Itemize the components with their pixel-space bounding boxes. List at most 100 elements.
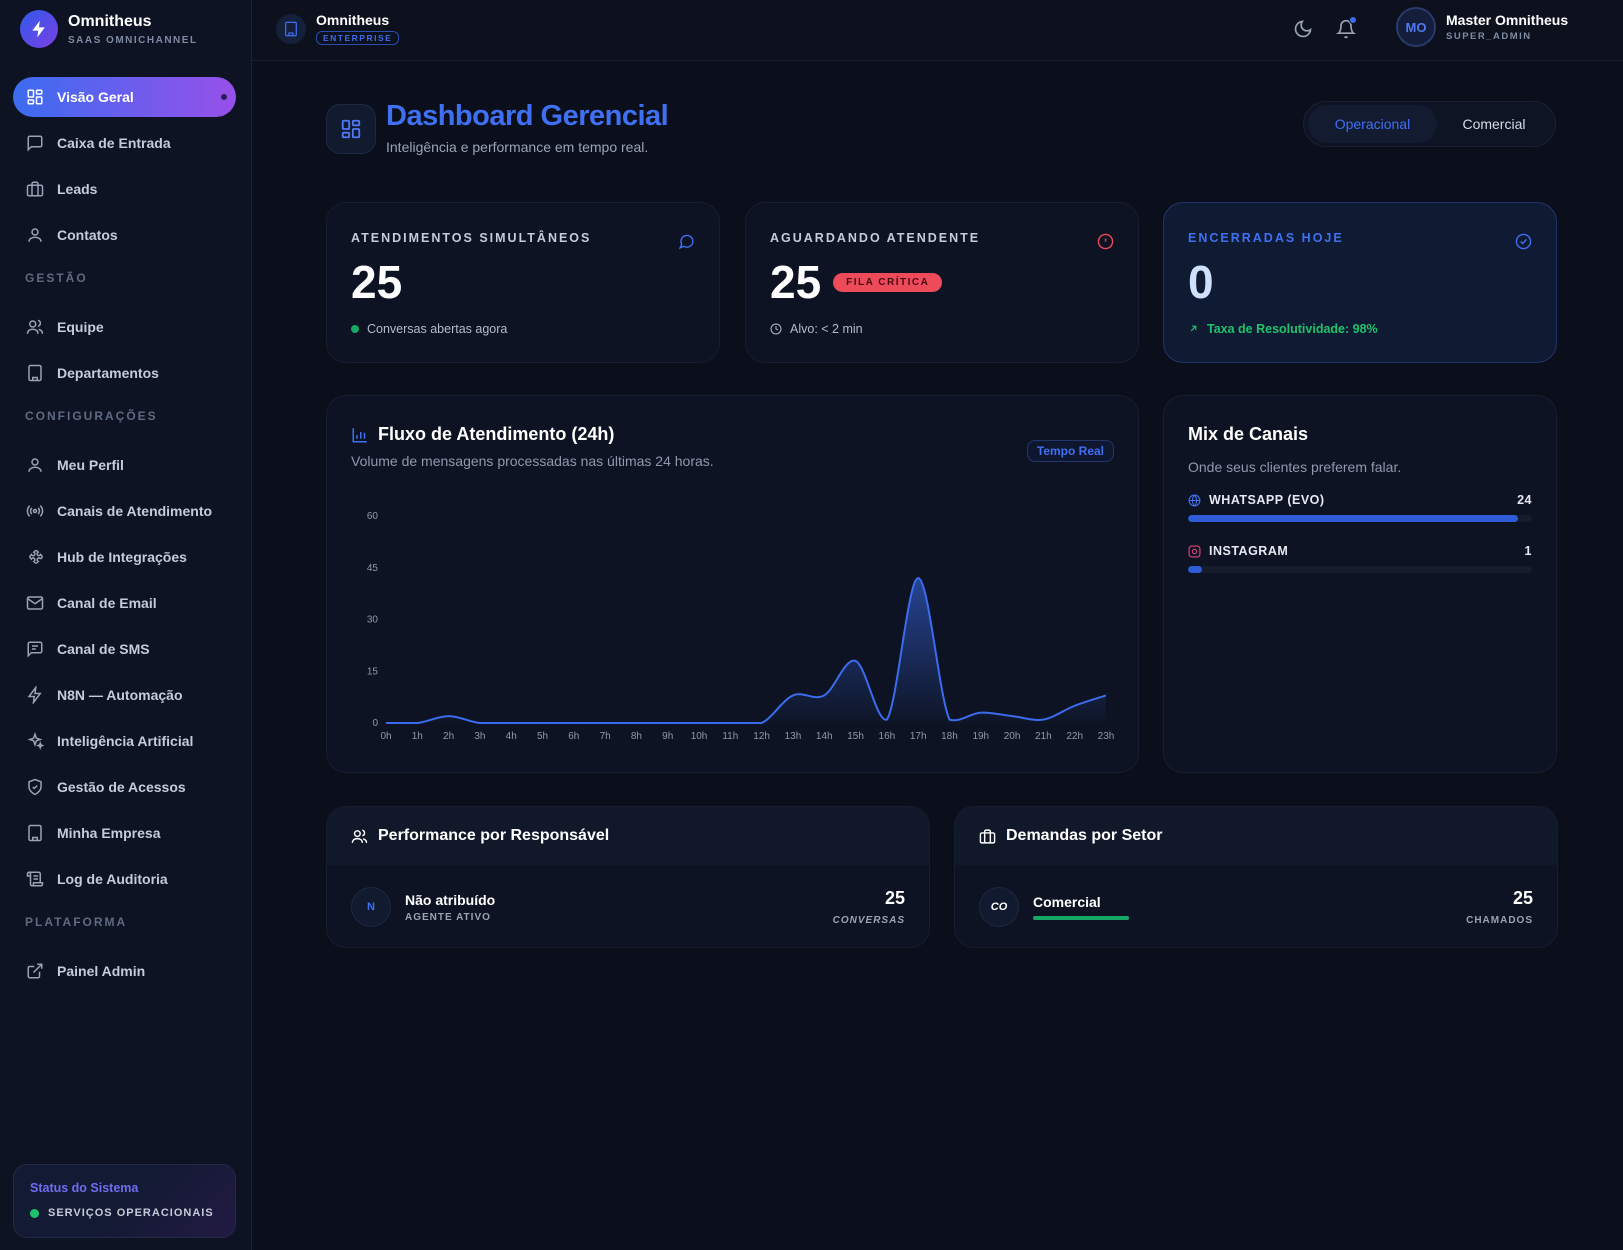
sidebar-item-label: N8N — Automação (57, 687, 183, 703)
user-menu[interactable]: MO Master Omnitheus SUPER_ADMIN (1396, 7, 1568, 47)
sidebar-item-label: Gestão de Acessos (57, 779, 186, 795)
count-unit: CHAMADOS (1466, 915, 1533, 926)
top-bar: Omnitheus ENTERPRISE MO Master Omnitheus… (252, 0, 1623, 61)
x-tick-label: 10h (691, 731, 708, 742)
user-icon (26, 456, 44, 474)
sidebar-item-contatos[interactable]: Contatos (13, 215, 236, 255)
demands-card: Demandas por Setor CO Comercial 25 CHAMA… (954, 806, 1558, 948)
sidebar-item-meu-perfil[interactable]: Meu Perfil (13, 445, 236, 485)
avatar: N (351, 887, 391, 927)
sidebar-item-hub-de-integracoes[interactable]: Hub de Integrações (13, 537, 236, 577)
count-unit: CONVERSAS (832, 915, 905, 926)
system-status-title: Status do Sistema (30, 1181, 139, 1195)
sidebar-item-canal-de-email[interactable]: Canal de Email (13, 583, 236, 623)
tab-comercial[interactable]: Comercial (1462, 116, 1526, 132)
sidebar-item-label: Hub de Integrações (57, 549, 187, 565)
sidebar-item-canais-de-atendimento[interactable]: Canais de Atendimento (13, 491, 236, 531)
org-switcher[interactable]: Omnitheus ENTERPRISE (276, 12, 400, 46)
brand-title: Omnitheus (68, 12, 152, 30)
table-row[interactable]: CO Comercial 25 CHAMADOS (955, 865, 1557, 947)
instagram-icon (1188, 545, 1201, 558)
sidebar-item-painel-admin[interactable]: Painel Admin (13, 951, 236, 991)
sidebar-item-leads[interactable]: Leads (13, 169, 236, 209)
sidebar-item-inteligencia-artificial[interactable]: Inteligência Artificial (13, 721, 236, 761)
sidebar-item-label: Minha Empresa (57, 825, 161, 841)
status-online-dot (30, 1208, 39, 1218)
building-icon (26, 364, 44, 382)
series-line (385, 577, 1107, 724)
y-tick-label: 0 (372, 718, 378, 729)
performance-card: Performance por Responsável N Não atribu… (326, 806, 930, 948)
sidebar-item-n8n-automacao[interactable]: N8N — Automação (13, 675, 236, 715)
system-status-card: Status do Sistema SERVIÇOS OPERACIONAIS (13, 1164, 236, 1238)
brand[interactable]: Omnitheus SAAS OMNICHANNEL (20, 10, 198, 48)
channel-count: 1 (1524, 544, 1532, 558)
user-name: Master Omnitheus (1446, 12, 1569, 28)
sidebar-item-departamentos[interactable]: Departamentos (13, 353, 236, 393)
dashboard-icon (326, 104, 376, 154)
sidebar-item-canal-de-sms[interactable]: Canal de SMS (13, 629, 236, 669)
puzzle-icon (26, 548, 44, 566)
channel-bar (1188, 566, 1532, 573)
kpi-footnote: Alvo: < 2 min (790, 321, 863, 336)
building-icon (26, 824, 44, 842)
x-tick-label: 3h (474, 731, 485, 742)
x-tick-label: 20h (1004, 731, 1021, 742)
sidebar-item-log-de-auditoria[interactable]: Log de Auditoria (13, 859, 236, 899)
sparkles-icon (26, 732, 44, 750)
mail-icon (26, 594, 44, 612)
sidebar-item-label: Caixa de Entrada (57, 135, 171, 151)
scroll-icon (26, 870, 44, 888)
nav-section-configuracoes: CONFIGURAÇÕES (25, 409, 158, 423)
x-tick-label: 8h (631, 731, 642, 742)
kpi-card-encerradas: ENCERRADAS HOJE 0 Taxa de Resolutividade… (1163, 202, 1557, 363)
sms-icon (26, 640, 44, 658)
sidebar-item-caixa-de-entrada[interactable]: Caixa de Entrada (13, 123, 236, 163)
x-tick-label: 6h (568, 731, 579, 742)
critical-queue-badge: FILA CRÍTICA (833, 272, 943, 292)
x-tick-label: 0h (380, 731, 391, 742)
tab-operacional[interactable]: Operacional (1308, 105, 1437, 143)
moon-icon[interactable] (1293, 19, 1313, 39)
sidebar-item-label: Canal de Email (57, 595, 157, 611)
bell-icon[interactable] (1336, 16, 1357, 39)
mix-subtitle: Onde seus clientes preferem falar. (1188, 459, 1402, 475)
table-row[interactable]: N Não atribuído AGENTE ATIVO 25 CONVERSA… (327, 865, 929, 947)
y-tick-label: 30 (367, 615, 379, 626)
x-tick-label: 23h (1098, 731, 1115, 742)
conversation-count: 25 (884, 888, 905, 908)
chart-subtitle: Volume de mensagens processadas nas últi… (351, 453, 714, 469)
nav-section-gestao: GESTÃO (25, 271, 88, 285)
x-tick-label: 12h (753, 731, 770, 742)
sector-bar-fill (1033, 916, 1129, 920)
sidebar-item-label: Contatos (57, 227, 118, 243)
sidebar-item-minha-empresa[interactable]: Minha Empresa (13, 813, 236, 853)
channel-bar (1188, 515, 1532, 522)
sector-badge: CO (979, 887, 1019, 927)
sidebar-item-label: Equipe (57, 319, 104, 335)
channel-row-whatsapp: WHATSAPP (EVO) 24 (1188, 493, 1532, 522)
sidebar-item-gestao-de-acessos[interactable]: Gestão de Acessos (13, 767, 236, 807)
sidebar-item-visao-geral[interactable]: Visão Geral (13, 77, 236, 117)
brand-subtitle: SAAS OMNICHANNEL (68, 34, 198, 46)
mix-title: Mix de Canais (1188, 424, 1309, 444)
page-subtitle: Inteligência e performance em tempo real… (386, 139, 649, 155)
view-tabs: Operacional Comercial (1303, 101, 1556, 147)
check-circle-icon (1515, 233, 1532, 250)
system-status-text: SERVIÇOS OPERACIONAIS (48, 1207, 214, 1219)
y-tick-label: 60 (367, 511, 379, 522)
sidebar-item-label: Canal de SMS (57, 641, 150, 657)
dashboard-icon (26, 88, 44, 106)
sidebar-item-label: Log de Auditoria (57, 871, 168, 887)
user-icon (26, 226, 44, 244)
avatar: MO (1396, 7, 1436, 47)
x-tick-label: 13h (785, 731, 802, 742)
sidebar-item-equipe[interactable]: Equipe (13, 307, 236, 347)
ticket-count: 25 (1512, 888, 1533, 908)
zap-icon (26, 686, 44, 704)
message-square-icon (26, 134, 44, 152)
kpi-value: 25 (770, 256, 822, 308)
x-tick-label: 19h (972, 731, 989, 742)
channel-bar-fill (1188, 566, 1202, 573)
x-tick-label: 5h (537, 731, 548, 742)
